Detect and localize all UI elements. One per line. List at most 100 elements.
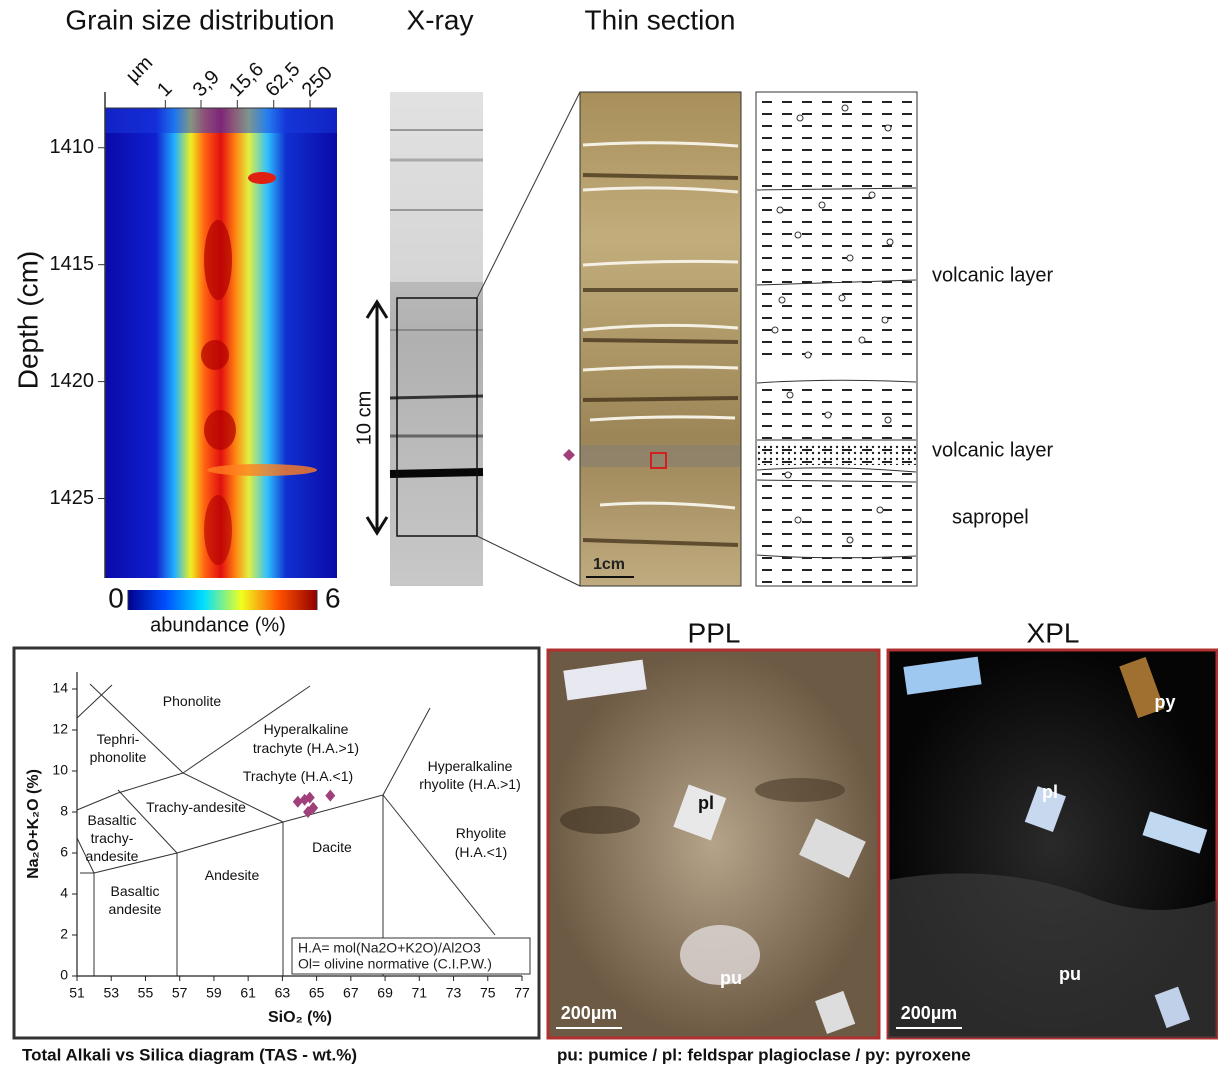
- x-tick-label: 69: [377, 985, 393, 1001]
- colorbar: [128, 590, 317, 610]
- tas-note-box: [291, 937, 531, 975]
- x-tick-label: 77: [514, 985, 530, 1001]
- panel-title: XPL: [1027, 617, 1080, 648]
- scale-label: 200µm: [901, 1003, 957, 1023]
- x-tick-label: 61: [240, 985, 256, 1001]
- thin-section-image-part: [563, 449, 575, 461]
- x-tick-label: 250: [298, 62, 337, 101]
- xray-image-part: [389, 468, 484, 478]
- schematic-log-part-part: [818, 201, 826, 209]
- xray-image-part: [365, 516, 389, 536]
- y-tick-label: 1420: [50, 370, 95, 392]
- x-tick-label: 1: [153, 78, 176, 101]
- heatmap-part: [248, 172, 276, 184]
- thin-section-image: [563, 91, 742, 587]
- tas-field-labels-part-part: trachy-: [91, 830, 134, 846]
- y-tick-label: 1425: [50, 487, 95, 509]
- xray-image-part: [389, 394, 484, 400]
- schematic-log-part-part: [784, 471, 792, 479]
- x-tick-label: 62,5: [261, 58, 304, 101]
- schematic-log-part-part: [776, 206, 784, 214]
- tas-field-labels-part-part: Hyperalkaline: [264, 721, 349, 737]
- schematic-log-part: [771, 104, 894, 544]
- x-axis-label: SiO₂ (%): [268, 1009, 332, 1026]
- schematic-log-part-part: [841, 104, 849, 112]
- mineral-label: py: [1154, 692, 1175, 712]
- schematic-log: [755, 91, 918, 587]
- xpl-image-part: [1119, 656, 1165, 719]
- tas-field-labels-part: Trachyte (H.A.<1): [243, 768, 353, 784]
- scale-label: 200µm: [561, 1003, 617, 1023]
- schematic-log-part-part: [771, 326, 779, 334]
- tas-field-labels-part-part: Andesite: [205, 867, 260, 883]
- ppl-image-part: [680, 925, 760, 985]
- tas-field-boundaries-part: [76, 684, 113, 719]
- heatmap-part: [204, 220, 232, 300]
- y-tick-label: 12: [52, 721, 68, 737]
- x-tick-label: 55: [138, 985, 154, 1001]
- x-tick-label: 71: [412, 985, 428, 1001]
- heatmap-part: [201, 340, 229, 370]
- y-tick-label: 6: [60, 844, 68, 860]
- tas-axes: [76, 672, 522, 977]
- schematic-log-part-part: [794, 516, 802, 524]
- xray-image-part: [476, 535, 581, 587]
- tas-field-labels-part-part: (H.A.<1): [455, 844, 508, 860]
- y-tick-label: 8: [60, 803, 68, 819]
- schematic-log-part-part: [796, 114, 804, 122]
- xray-image-part: [365, 299, 389, 319]
- tas-note: H.A= mol(Na2O+K2O)/Al2O3: [298, 940, 481, 956]
- x-tick-label: 65: [309, 985, 325, 1001]
- schematic-log-part-part: [884, 416, 892, 424]
- schematic-log-part-part: [804, 351, 812, 359]
- caption: pu: pumice / pl: feldspar plagioclase / …: [557, 1045, 971, 1064]
- data-point: [292, 795, 303, 808]
- layer-label: volcanic layer: [932, 264, 1054, 286]
- x-tick-label: 67: [343, 985, 359, 1001]
- colorbar-tick-label: 6: [325, 582, 341, 613]
- tas-field-labels-part: Phonolite: [163, 693, 222, 709]
- xpl-image-part: [1142, 811, 1208, 854]
- tas-field-boundaries-part: [382, 707, 431, 796]
- data-point: [304, 791, 315, 804]
- colorbar-label: abundance (%): [150, 614, 286, 636]
- x-tick-label: 3,9: [189, 66, 224, 101]
- data-point: [303, 806, 314, 818]
- tas-field-labels-part: Hyperalkaline trachyte (H.A.>1): [253, 721, 359, 756]
- tas-field-labels-part: Rhyolite (H.A.<1): [455, 825, 508, 860]
- ppl-image-part: [799, 818, 866, 878]
- schematic-log-part-part: [778, 296, 786, 304]
- xpl-image: [886, 648, 1218, 1040]
- ppl-image: [546, 648, 881, 1040]
- thin-section-image-part: [582, 173, 739, 547]
- tas-field-labels-part: Basaltic andesite: [109, 883, 162, 917]
- caption: Total Alkali vs Silica diagram (TAS - wt…: [22, 1045, 357, 1064]
- panel-title: PPL: [688, 617, 741, 648]
- xpl-image-part: [903, 656, 982, 695]
- tas-field-boundaries-part: [382, 794, 496, 936]
- xpl-image-part: [888, 873, 1217, 1038]
- schematic-log-part-part: [868, 191, 876, 199]
- thin-section-image-part: [650, 452, 667, 469]
- tas-field-boundaries-part: [182, 685, 311, 774]
- tas-field-labels-part: Tephri-phonolite: [90, 731, 147, 765]
- tas-field-labels-part-part: Basaltic: [87, 812, 136, 828]
- tas-field-labels-part-part: rhyolite (H.A.>1): [419, 776, 521, 792]
- schematic-log-part-part: [838, 294, 846, 302]
- y-tick-label: 1410: [50, 136, 95, 158]
- y-tick-label: 4: [60, 885, 68, 901]
- x-tick-label: 15,6: [225, 58, 268, 101]
- tas-field-labels-part-part: Tephri-: [97, 731, 140, 747]
- tas-field-labels: Phonolite Tephri-phonolite Hyperalkaline…: [86, 693, 521, 917]
- layer-label: volcanic layer: [932, 439, 1054, 461]
- x-tick-label: 53: [103, 985, 119, 1001]
- y-tick-label: 10: [52, 762, 68, 778]
- xpl-image-part: [1024, 786, 1066, 833]
- xray-image-part: [390, 92, 483, 282]
- xray-image: [365, 91, 581, 587]
- schematic-log-part: [755, 91, 918, 587]
- tas-field-boundaries-part: [117, 789, 178, 854]
- y-tick-label: 14: [52, 680, 68, 696]
